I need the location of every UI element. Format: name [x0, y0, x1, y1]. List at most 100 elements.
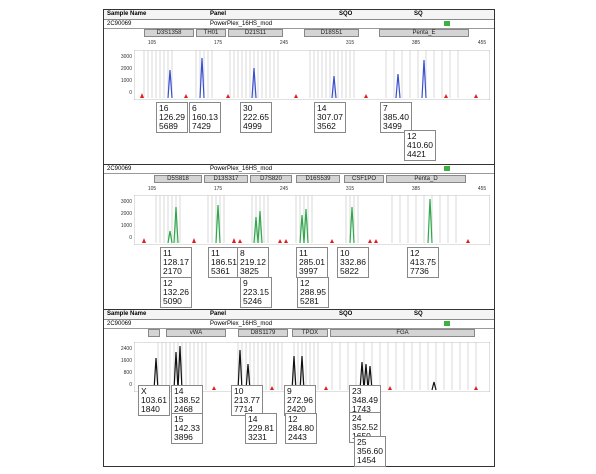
locus-label[interactable]: D5S818 — [154, 175, 202, 183]
sample-name-header: Sample Name — [107, 11, 147, 17]
locus-label[interactable]: D8S1179 — [238, 329, 288, 337]
locus-label[interactable]: TH01 — [196, 29, 226, 37]
allele-call: 12 — [163, 278, 173, 288]
allele-label[interactable]: 12 413.75 7736 — [407, 247, 439, 278]
allele-label[interactable]: 11 128.17 2170 — [160, 247, 192, 278]
allele-call: 14 — [248, 414, 258, 424]
panel-name: PowerPlex_16HS_mod — [210, 321, 273, 327]
allele-label[interactable]: 10 332.86 5822 — [337, 247, 369, 278]
locus-label[interactable]: D13S317 — [204, 175, 248, 183]
allele-height: 5090 — [163, 296, 182, 306]
allele-height: 3499 — [383, 121, 402, 131]
allele-label[interactable]: 8 219.12 3825 — [237, 247, 269, 278]
loci-bar: vWA D8S1179 TPOX FGA — [104, 329, 494, 338]
allele-label[interactable]: 12 132.26 5090 — [160, 277, 192, 308]
sample-name-header: Sample Name — [107, 311, 147, 317]
allele-height: 5822 — [340, 266, 359, 276]
panel-header: Panel — [210, 11, 227, 17]
sample-id: 2C90069 — [107, 21, 132, 27]
sqo-header: SQO — [339, 311, 353, 317]
allele-label[interactable]: 6 160.13 7429 — [189, 102, 221, 133]
allele-size: 288.95 — [300, 287, 326, 297]
locus-label[interactable]: FGA — [330, 329, 475, 337]
allele-label[interactable]: 15 142.33 3896 — [171, 413, 203, 444]
allele-label[interactable]: 9 272.96 2420 — [284, 385, 316, 416]
allele-call: 11 — [299, 248, 308, 258]
allele-label[interactable]: 11 186.51 5361 — [208, 247, 240, 278]
y-tick: 1000 — [120, 78, 132, 84]
locus-label[interactable]: vWA — [166, 329, 226, 337]
y-axis: 3000 2000 1000 0 — [108, 195, 134, 245]
allele-size: 229.81 — [248, 423, 274, 433]
sample-row[interactable]: 2C90069 PowerPlex_16HS_mod — [104, 320, 494, 329]
allele-call: 10 — [234, 386, 244, 396]
allele-size: 332.86 — [340, 257, 366, 267]
sq-header: SQ — [414, 11, 423, 17]
sqo-header: SQO — [339, 11, 353, 17]
size-tick: 105 — [147, 186, 157, 192]
allele-call: 12 — [410, 248, 420, 258]
size-tick: 245 — [279, 186, 289, 192]
allele-call: 24 — [352, 413, 362, 423]
allele-height: 1743 — [352, 404, 371, 414]
y-axis: 2400 1600 800 0 — [108, 342, 134, 392]
loci-bar: D5S818 D13S317 D7S820 D16S539 CSF1PO Pen… — [104, 175, 494, 184]
locus-label[interactable]: Penta_D — [386, 175, 466, 183]
allele-label[interactable]: 25 356.60 1454 — [354, 436, 386, 467]
locus-label[interactable]: TPOX — [292, 329, 328, 337]
y-axis: 3000 2000 1000 0 — [108, 50, 134, 100]
allele-height: 1454 — [357, 455, 376, 465]
sample-row[interactable]: 2C90069 PowerPlex_16HS_mod — [104, 20, 494, 29]
size-tick: 245 — [279, 40, 289, 46]
column-header: Sample Name Panel SQO SQ — [104, 10, 494, 20]
electropherogram[interactable] — [134, 50, 490, 100]
size-tick: 105 — [147, 40, 157, 46]
allele-size: 285.01 — [299, 257, 325, 267]
allele-height: 2420 — [287, 404, 306, 414]
allele-call: 12 — [407, 131, 417, 141]
allele-label[interactable]: 10 213.77 7714 — [231, 385, 263, 416]
panel-name: PowerPlex_16HS_mod — [210, 166, 273, 172]
allele-height: 3231 — [248, 432, 267, 442]
locus-label[interactable]: D21S11 — [228, 29, 283, 37]
locus-label[interactable] — [148, 329, 160, 337]
electropherogram[interactable] — [134, 342, 490, 392]
y-tick: 800 — [123, 370, 132, 376]
allele-label[interactable]: 23 348.49 1743 — [349, 385, 381, 416]
panel-3: Sample Name Panel SQO SQ 2C90069 PowerPl… — [104, 310, 494, 467]
allele-height: 1840 — [141, 404, 160, 414]
allele-call: 23 — [352, 386, 362, 396]
allele-label[interactable]: 12 410.60 4421 — [404, 130, 436, 161]
allele-height: 2468 — [174, 404, 193, 414]
allele-call: 14 — [317, 103, 327, 113]
allele-label[interactable]: 12 288.95 5281 — [297, 277, 329, 308]
locus-label[interactable]: Penta_E — [379, 29, 469, 37]
allele-label[interactable]: 14 307.07 3562 — [314, 102, 346, 133]
allele-size: 160.13 — [192, 112, 218, 122]
y-tick: 1600 — [120, 358, 132, 364]
locus-label[interactable]: D16S539 — [296, 175, 340, 183]
allele-label[interactable]: 7 385.40 3499 — [380, 102, 412, 133]
allele-label[interactable]: X 103.61 1840 — [138, 385, 170, 416]
electropherogram[interactable] — [134, 195, 490, 245]
y-tick: 3000 — [120, 54, 132, 60]
allele-label[interactable]: 12 284.80 2443 — [285, 413, 317, 444]
allele-label[interactable]: 14 138.52 2468 — [171, 385, 203, 416]
column-header: Sample Name Panel SQO SQ — [104, 310, 494, 320]
allele-call: 12 — [288, 414, 298, 424]
allele-size: 103.61 — [141, 395, 167, 405]
allele-size: 348.49 — [352, 395, 378, 405]
allele-label[interactable]: 9 223.15 5246 — [240, 277, 272, 308]
allele-call: 9 — [243, 278, 248, 288]
allele-label[interactable]: 14 229.81 3231 — [245, 413, 277, 444]
allele-label[interactable]: 16 126.29 5689 — [156, 102, 188, 133]
locus-label[interactable]: D3S1358 — [144, 29, 194, 37]
allele-label[interactable]: 30 222.65 4999 — [240, 102, 272, 133]
allele-label[interactable]: 11 285.01 3997 — [296, 247, 328, 278]
y-tick: 0 — [129, 235, 132, 241]
locus-label[interactable]: D7S820 — [250, 175, 292, 183]
locus-label[interactable]: D18S51 — [304, 29, 359, 37]
sample-row[interactable]: 2C90069 PowerPlex_16HS_mod — [104, 165, 494, 174]
allele-call: 30 — [243, 103, 253, 113]
locus-label[interactable]: CSF1PO — [344, 175, 384, 183]
